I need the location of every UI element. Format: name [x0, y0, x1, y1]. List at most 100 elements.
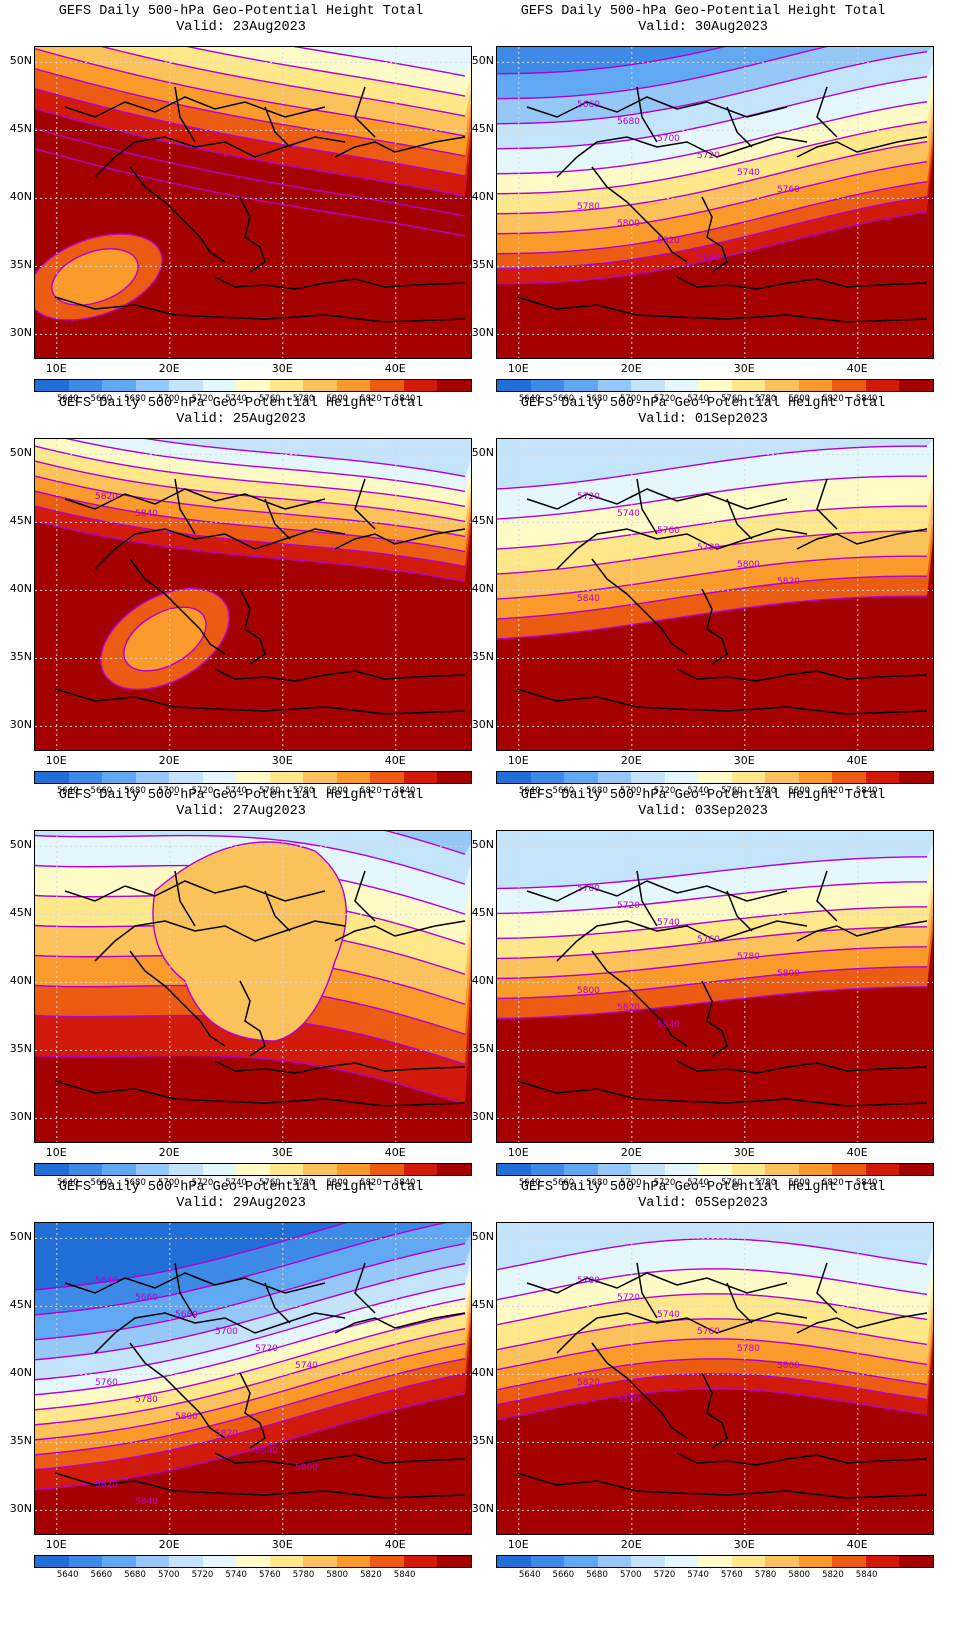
contour-label: 5800 — [175, 1412, 198, 1422]
contour-line — [497, 100, 928, 175]
lon-tick-label: 10E — [507, 1146, 529, 1159]
contour-label: 5740 — [657, 918, 680, 928]
lon-tick-label: 10E — [45, 362, 67, 375]
lat-tick-label: 45N — [9, 122, 32, 136]
colorbar-swatch — [202, 1556, 237, 1567]
colorbar-swatch — [497, 1556, 531, 1567]
contour-label: 5820 — [777, 577, 800, 587]
lon-tick-label: 10E — [45, 1146, 67, 1159]
colorbar-swatch — [597, 1556, 632, 1567]
colorbar-swatch — [336, 772, 371, 783]
contour-label: 5800 — [737, 560, 760, 570]
colorbar-label: 5800 — [326, 394, 349, 404]
high-contour — [51, 248, 139, 306]
contour-line — [186, 47, 466, 97]
colorbar-swatch — [370, 1556, 404, 1567]
contour-line — [497, 47, 828, 100]
colorbar-label: 5820 — [822, 394, 844, 404]
contour-label: 5800 — [777, 1361, 800, 1371]
colorbar-label: 5680 — [124, 1178, 146, 1188]
coastline — [516, 296, 928, 323]
colorbar-label: 5840 — [393, 1178, 416, 1188]
colorbar-swatch — [765, 1164, 799, 1175]
colorbar-swatch — [564, 1164, 598, 1175]
colorbar-label: 5840 — [393, 786, 416, 796]
colorbar — [496, 771, 934, 784]
panel-title: GEFS Daily 500-hPa Geo-Potential Height … — [520, 1180, 886, 1195]
colorbar-label: 5800 — [788, 1178, 811, 1188]
lon-tick-label: 10E — [45, 754, 67, 767]
lat-tick-label: 35N — [9, 1042, 32, 1056]
contour-line — [497, 1373, 928, 1406]
coastline — [64, 488, 326, 510]
coastline — [636, 478, 838, 540]
colorbar-label: 5820 — [822, 1570, 844, 1580]
lon-tick-label: 40E — [384, 362, 406, 375]
coastline — [174, 478, 376, 540]
colorbar-label: 5640 — [518, 786, 541, 796]
band-fill — [35, 1223, 346, 1290]
panel-valid-date: Valid: 25Aug2023 — [176, 412, 306, 427]
lat-tick-label: 50N — [9, 838, 32, 852]
coastline — [516, 688, 928, 715]
map-area: 5720 5740 5760 5780 5800 5820 5840 — [496, 438, 934, 751]
coastline — [64, 880, 326, 902]
lat-tick-label: 35N — [9, 258, 32, 272]
height-field: 5660 5680 5700 5720 5740 5760 5780 5800 5820 5840 — [497, 47, 933, 358]
colorbar-swatch — [35, 1556, 69, 1567]
coastline — [556, 528, 808, 570]
colorbar-label: 5700 — [157, 394, 180, 404]
colorbar-swatch — [765, 1556, 799, 1567]
colorbar-label: 5660 — [552, 394, 575, 404]
coastline — [556, 1312, 808, 1354]
coastline — [556, 920, 808, 962]
colorbar-swatch — [497, 772, 531, 783]
coastline — [54, 688, 466, 715]
contour-label: 5840 — [135, 1497, 158, 1507]
lat-tick-label: 35N — [471, 258, 494, 272]
contour-label: 5780 — [697, 543, 720, 553]
coastline — [54, 1472, 466, 1499]
colorbar-swatch — [135, 1164, 170, 1175]
coastline — [94, 528, 346, 570]
contour-label: 5740 — [657, 1310, 680, 1320]
coastline — [676, 1060, 928, 1074]
contour-line — [497, 946, 928, 980]
colorbar — [34, 1163, 472, 1176]
lat-tick-label: 45N — [471, 122, 494, 136]
lon-tick-label: 40E — [384, 754, 406, 767]
colorbar-swatch — [865, 380, 900, 391]
colorbar-swatch — [202, 772, 237, 783]
contour-label: 5760 — [697, 935, 720, 945]
colorbar-label: 5780 — [754, 786, 777, 796]
colorbar-swatch — [899, 772, 933, 783]
coastline — [556, 136, 808, 178]
colorbar-swatch — [169, 772, 203, 783]
colorbar-swatch — [698, 772, 732, 783]
colorbar-label: 5760 — [721, 786, 743, 796]
coastline — [214, 1060, 466, 1074]
lon-tick-label: 20E — [620, 362, 642, 375]
lat-tick-label: 50N — [471, 54, 494, 68]
contour-line — [35, 834, 466, 885]
colorbar-swatch — [370, 1164, 404, 1175]
colorbar-label: 5820 — [360, 1178, 382, 1188]
colorbar-swatch — [102, 1556, 136, 1567]
contour-label: 5700 — [577, 1276, 600, 1286]
contour-line — [497, 1358, 928, 1391]
contour-label: 5660 — [577, 100, 600, 110]
colorbar-label: 5680 — [124, 786, 146, 796]
colorbar-swatch — [597, 772, 632, 783]
colorbar-swatch — [865, 1164, 900, 1175]
panel-valid-date: Valid: 05Sep2023 — [638, 1196, 768, 1211]
colorbar-label: 5720 — [191, 394, 214, 404]
panel-valid-date: Valid: 29Aug2023 — [176, 1196, 306, 1211]
coastline — [334, 528, 466, 550]
lat-tick-label: 30N — [471, 718, 494, 732]
colorbar-swatch — [68, 1556, 103, 1567]
colorbar-label: 5760 — [259, 1178, 281, 1188]
colorbar-swatch — [664, 772, 699, 783]
colorbar-swatch — [698, 380, 732, 391]
lon-tick-label: 20E — [620, 1538, 642, 1551]
colorbar-swatch — [437, 380, 471, 391]
